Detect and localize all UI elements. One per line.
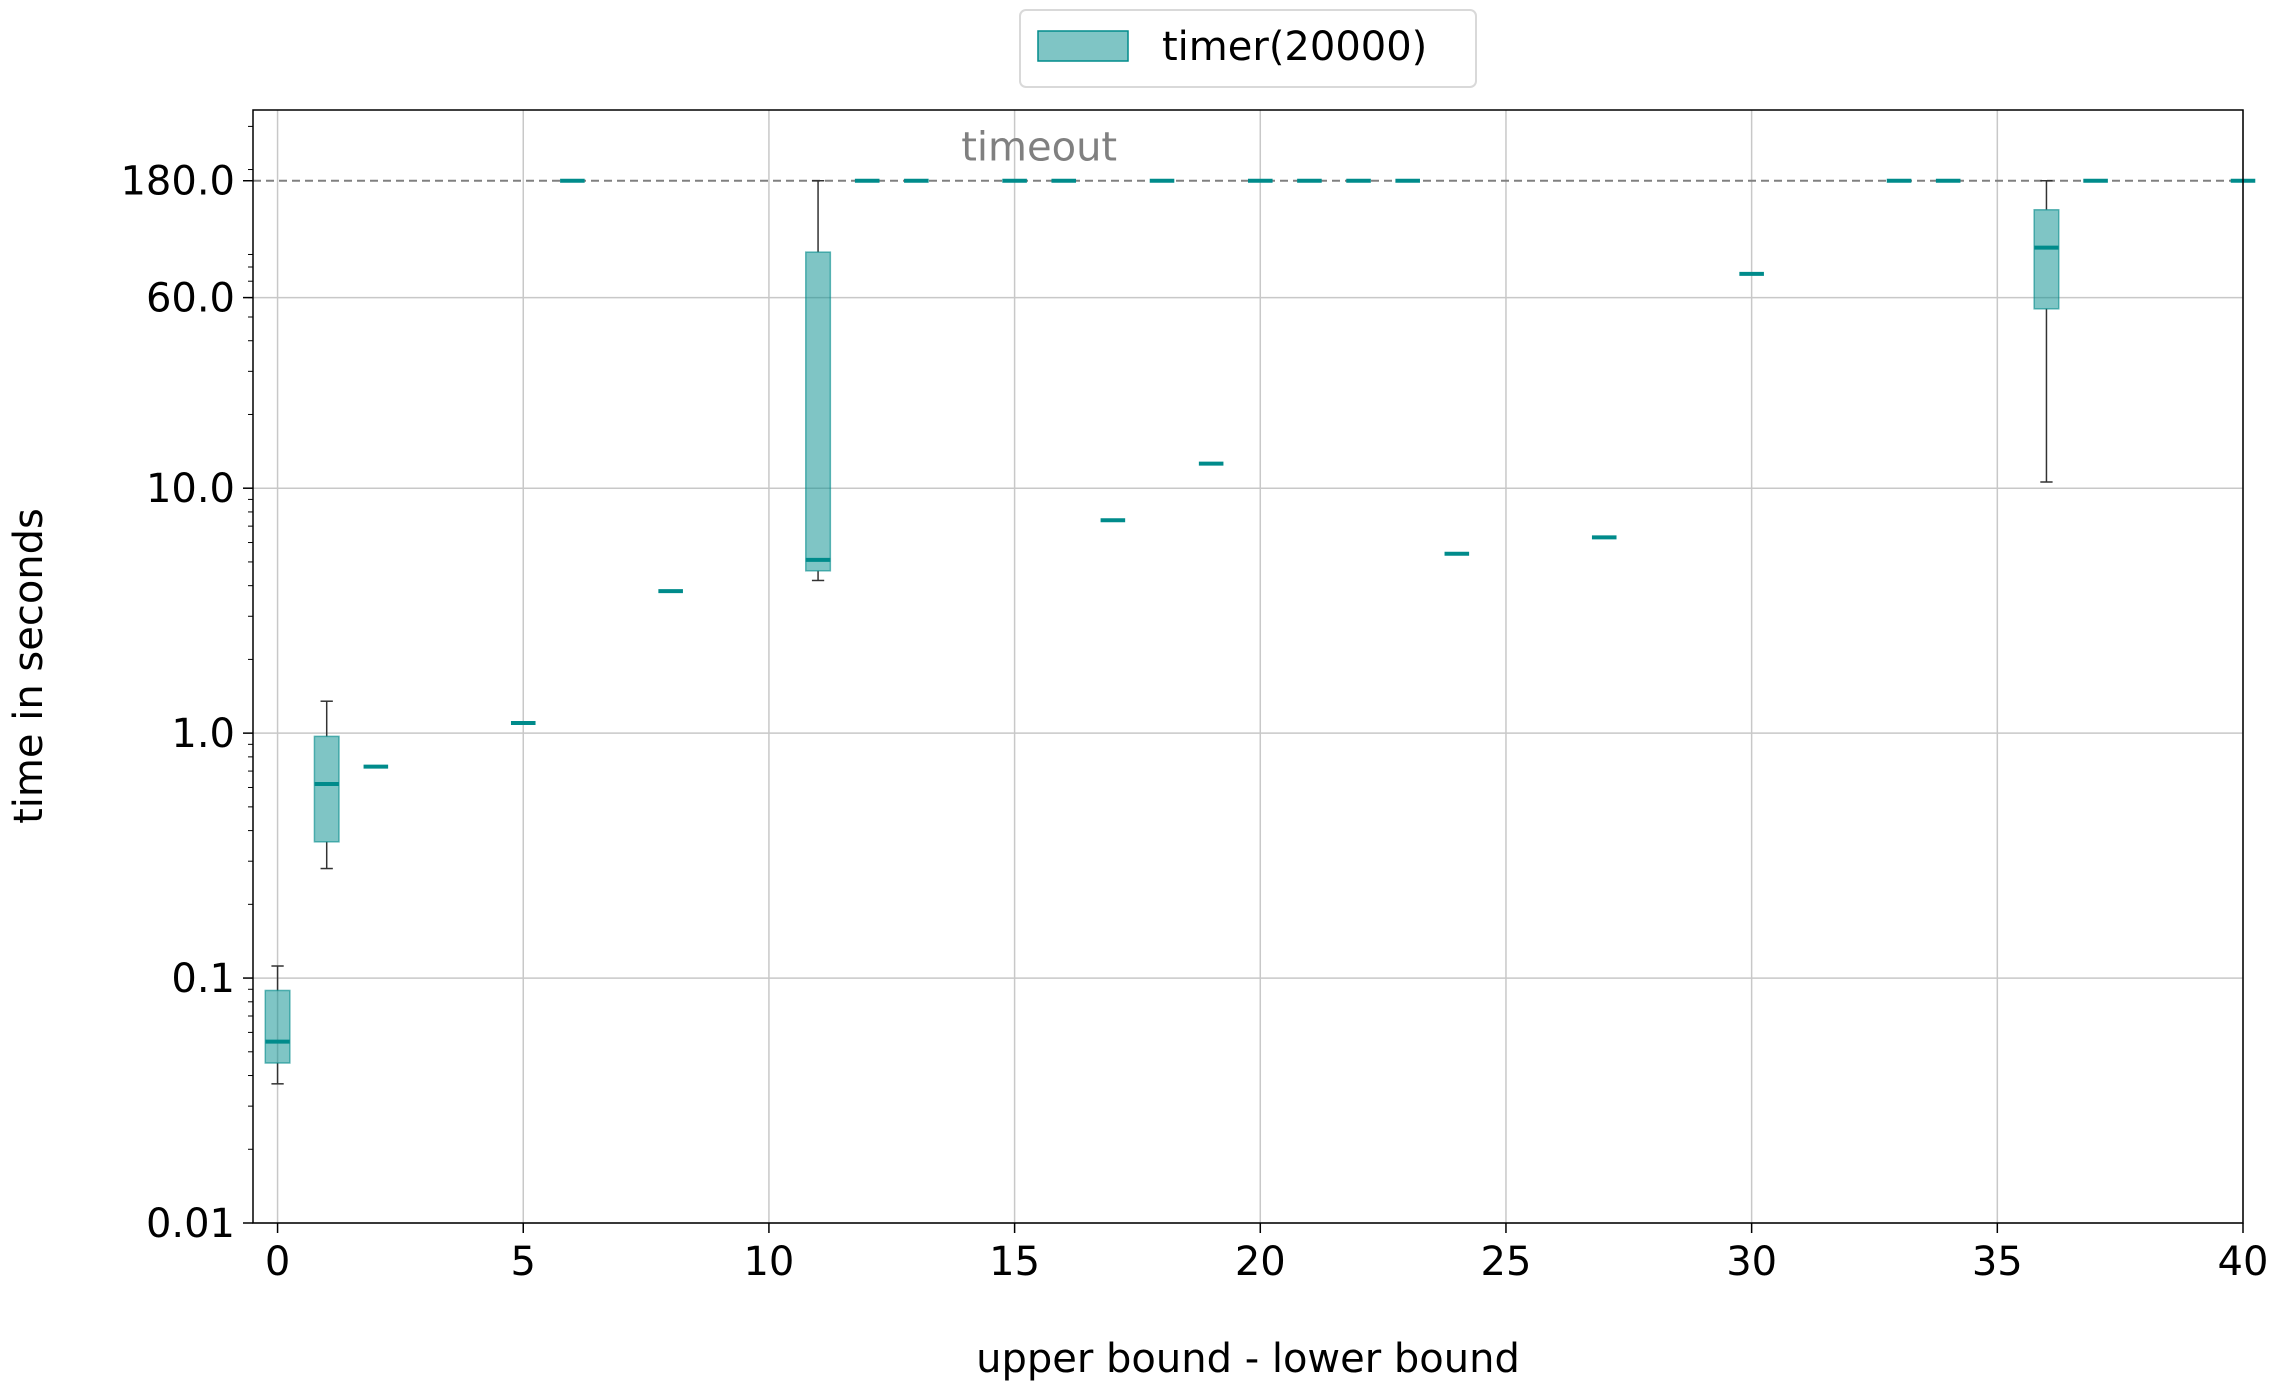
box-x-1	[313, 700, 340, 870]
x-tick-label: 30	[1726, 1239, 1777, 1285]
y-tick-label: 0.1	[171, 956, 235, 1002]
box-x-11	[805, 179, 832, 582]
iqr-box	[264, 989, 291, 1064]
x-tick-label: 5	[511, 1239, 536, 1285]
x-axis: 0 5 10 15 20 25 30 35 40	[265, 1223, 2269, 1285]
x-tick-label: 40	[2218, 1239, 2269, 1285]
x-axis-label: upper bound - lower bound	[976, 1336, 1520, 1382]
plot-frame	[252, 109, 2244, 1224]
x-tick-label: 0	[265, 1239, 290, 1285]
y-tick-label: 1.0	[171, 711, 235, 757]
x-tick-label: 35	[1972, 1239, 2023, 1285]
legend-swatch	[1037, 30, 1129, 62]
iqr-box	[2033, 209, 2060, 310]
y-axis: 0.01 0.1 1.0 10.0 60.0 180.0	[120, 159, 253, 1247]
box-x-36	[2033, 179, 2060, 483]
iqr-box	[313, 735, 340, 843]
x-tick-label: 15	[989, 1239, 1040, 1285]
legend-frame	[1019, 9, 1477, 88]
box-x-0	[264, 965, 291, 1085]
y-tick-label: 180.0	[120, 159, 235, 205]
y-axis-label: time in seconds	[6, 508, 52, 824]
legend: timer(20000)	[1019, 9, 1477, 88]
y-tick-label: 60.0	[146, 276, 235, 322]
timeout-label: timeout	[961, 125, 1117, 171]
boxplot-series	[264, 178, 2256, 1085]
legend-entry-timer: timer(20000)	[1162, 24, 1427, 70]
y-tick-label: 10.0	[146, 466, 235, 512]
y-tick-label: 0.01	[146, 1201, 235, 1247]
x-tick-label: 25	[1481, 1239, 1532, 1285]
x-tick-label: 20	[1235, 1239, 1286, 1285]
iqr-box	[805, 251, 832, 572]
minor-ticks	[248, 125, 253, 1150]
x-tick-label: 10	[743, 1239, 794, 1285]
